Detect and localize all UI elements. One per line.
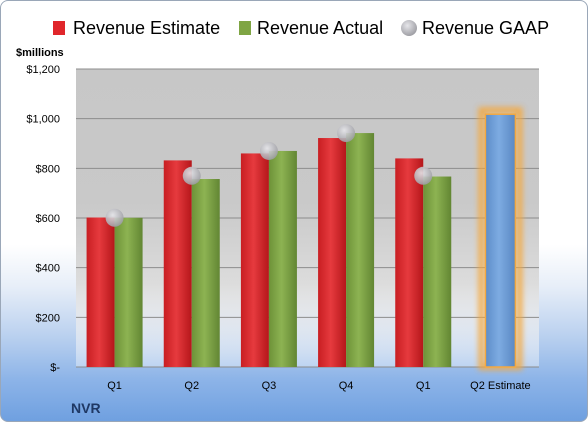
bar-revenue-actual <box>268 150 297 367</box>
marker-revenue-gaap <box>259 141 278 160</box>
marker-revenue-gaap <box>337 124 356 143</box>
x-tick-label: Q3 <box>262 380 277 392</box>
marker-revenue-gaap <box>182 166 201 185</box>
y-tick-label: $- <box>50 362 60 374</box>
bars <box>86 107 523 371</box>
y-tick-label: $200 <box>36 312 60 324</box>
bar-revenue-actual <box>346 133 375 367</box>
company-label: NVR <box>71 400 101 416</box>
legend-label-revenue-gaap: Revenue GAAP <box>422 18 549 38</box>
bar-q2-estimate <box>484 113 517 368</box>
y-tick-label: $1,000 <box>26 114 60 126</box>
legend-swatch-revenue-estimate <box>53 21 65 35</box>
y-axis-ticks: $- $200 $400 $600 $800 $1,000 $1,200 <box>26 64 60 374</box>
legend-swatch-revenue-actual <box>239 21 251 35</box>
bar-revenue-estimate <box>240 153 269 367</box>
legend-label-revenue-actual: Revenue Actual <box>257 18 383 38</box>
x-tick-label: Q1 <box>107 380 122 392</box>
bar-revenue-estimate <box>318 138 347 367</box>
x-tick-label: Q2 Estimate <box>470 380 531 392</box>
bar-revenue-estimate <box>86 217 115 367</box>
y-tick-label: $400 <box>36 263 60 275</box>
bar-revenue-actual <box>114 217 143 367</box>
marker-revenue-gaap <box>414 166 433 185</box>
y-tick-label: $1,200 <box>26 64 60 76</box>
gaap-markers <box>105 124 433 227</box>
marker-revenue-gaap <box>105 208 124 227</box>
legend-label-revenue-estimate: Revenue Estimate <box>73 18 220 38</box>
bar-revenue-estimate <box>395 158 424 367</box>
bar-revenue-estimate <box>163 160 192 367</box>
bar-revenue-actual <box>423 176 452 367</box>
legend: Revenue Estimate Revenue Actual Revenue … <box>53 18 549 38</box>
x-tick-label: Q2 <box>184 380 199 392</box>
unit-label: $millions <box>16 47 64 59</box>
x-tick-label: Q4 <box>339 380 354 392</box>
x-axis-ticks: Q1 Q2 Q3 Q4 Q1 Q2 Estimate <box>107 380 530 392</box>
y-tick-label: $600 <box>36 213 60 225</box>
gridlines <box>76 68 539 368</box>
bar-revenue-actual <box>191 179 220 367</box>
legend-swatch-revenue-gaap <box>401 20 417 36</box>
x-tick-label: Q1 <box>416 380 431 392</box>
y-tick-label: $800 <box>36 163 60 175</box>
